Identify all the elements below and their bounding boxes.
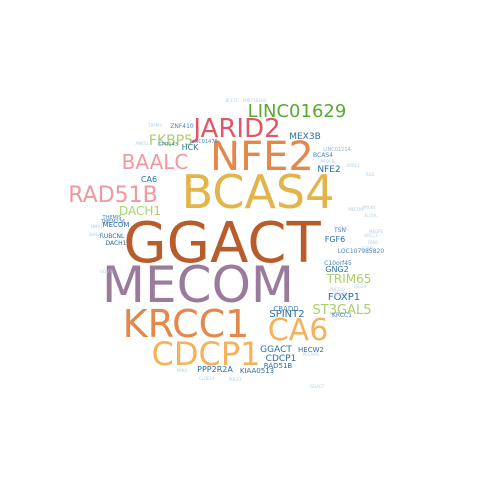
cloud-word-clre1a: CLRE1A [199,376,215,381]
cloud-word-krcc1: KRCC1 [123,302,250,346]
cloud-word-mecom: MECOM [103,221,130,229]
cloud-word-ca6: CA6 [141,175,157,184]
cloud-word-shisa3: SHISA3 [89,232,104,237]
cloud-word-krcc1: KRCC1 [332,312,352,319]
cloud-word-ggact: GGACT [260,345,292,355]
cloud-word-gng2: GNG2 [325,265,348,274]
cloud-word-elovl: ELOVL [365,213,378,218]
cloud-word-mecom: MECOM [348,207,364,212]
cloud-word-ppp2cb: PPP2CB [319,159,335,164]
cloud-word-nfe2: NFE2 [210,134,314,180]
cloud-word-ggact: GGACT [123,211,321,276]
cloud-word-mylk4: MYLK4 [362,205,376,210]
cloud-word-mir7162hg: MIR7162HG [243,98,267,103]
cloud-word-mecom: MECOM [102,256,294,314]
cloud-word-hecw2: HECW2 [298,346,324,354]
cloud-word-hmx1: HMX1 [91,224,103,229]
cloud-word-rad51b: RAD51B [68,183,157,208]
cloud-word-fkbp5: FKBP5 [149,133,193,149]
cloud-word-megf6: MEGF6 [369,229,383,234]
cloud-word-znf410: ZNF410 [170,123,194,130]
cloud-word-pecam1: PECAM1 [303,352,320,357]
cloud-word-isg20: ISG20 [354,284,366,289]
cloud-word-c10orf45: C10orf45 [324,260,352,267]
cloud-word-baalc: BAALC [122,150,189,174]
cloud-word-spint2: SPINT2 [269,309,304,320]
cloud-word-ccrn: CCRN [361,246,372,251]
cloud-word-gpr143: GPR143 [158,142,178,148]
cloud-word-hck: HCK [182,143,200,152]
cloud-word-rad51b: RAD51B [264,362,293,370]
cloud-word-tsn: TSN [333,227,346,234]
cloud-word-ppp2r2a: PPP2R2A [197,365,233,374]
cloud-word-bcas4: BCAS4 [182,165,335,219]
cloud-word-rgs: RGS [366,172,375,177]
cloud-word-foxp1: FOXP1 [328,292,360,303]
cloud-word-themis: THEMIS [102,215,122,221]
cloud-word-cdcp1: CDCP1 [266,354,297,364]
cloud-word-ca6: CA6 [268,313,329,348]
cloud-word-cdcp1: CDCP1 [152,335,261,373]
cloud-word-bcl7c: BCL7C [225,98,238,103]
cloud-word-linc01214: LINC01214 [323,147,350,153]
cloud-word-fbn1: FBN1 [368,240,379,245]
cloud-word-nfe2: NFE2 [317,165,340,175]
cloud-word-krcc1: KRCC1 [364,233,378,238]
cloud-word-st3gal5: ST3GAL5 [313,303,372,318]
cloud-word-dach1: DACH1 [119,204,161,218]
cloud-word-trpm3: TRPM3 [147,123,162,128]
cloud-word-cbadd: CBADD [273,305,298,313]
cloud-word-loc: LOC [341,226,349,231]
cloud-word-tmem236: TMEM236 [100,219,125,225]
cloud-word-mex3b: MEX3B [289,132,321,142]
cloud-word-pole3: POLE3 [229,377,242,382]
cloud-word-fgf6: FGF6 [325,235,346,244]
cloud-word-mir4: MIR4 [177,368,187,373]
cloud-word-kiaa0513: KIAA0513 [240,367,274,375]
cloud-word-loc107985820: LOC107985820 [338,248,385,255]
cloud-word-jarid2: JARID2 [191,114,280,144]
cloud-word-trim65: TRIM65 [326,272,372,286]
cloud-word-anks1: ANKS1 [135,141,149,146]
cloud-word-bcas4: BCAS4 [313,152,333,159]
cloud-word-linc01478: LINC01478 [190,139,217,145]
cloud-word-spint2: SPINT2 [334,292,349,297]
cloud-word-dach1: DACH1 [105,240,126,247]
cloud-word-govt2: GOVT2 [100,269,114,274]
cloud-word-znf410: ZNF410 [329,287,345,292]
cloud-word-linc01629: LINC01629 [248,101,347,122]
cloud-word-sorl1: SORL1 [346,163,360,168]
cloud-word-ggact: GGACT [310,384,325,389]
cloud-word-rubcnl: RUBCNL [100,233,125,240]
